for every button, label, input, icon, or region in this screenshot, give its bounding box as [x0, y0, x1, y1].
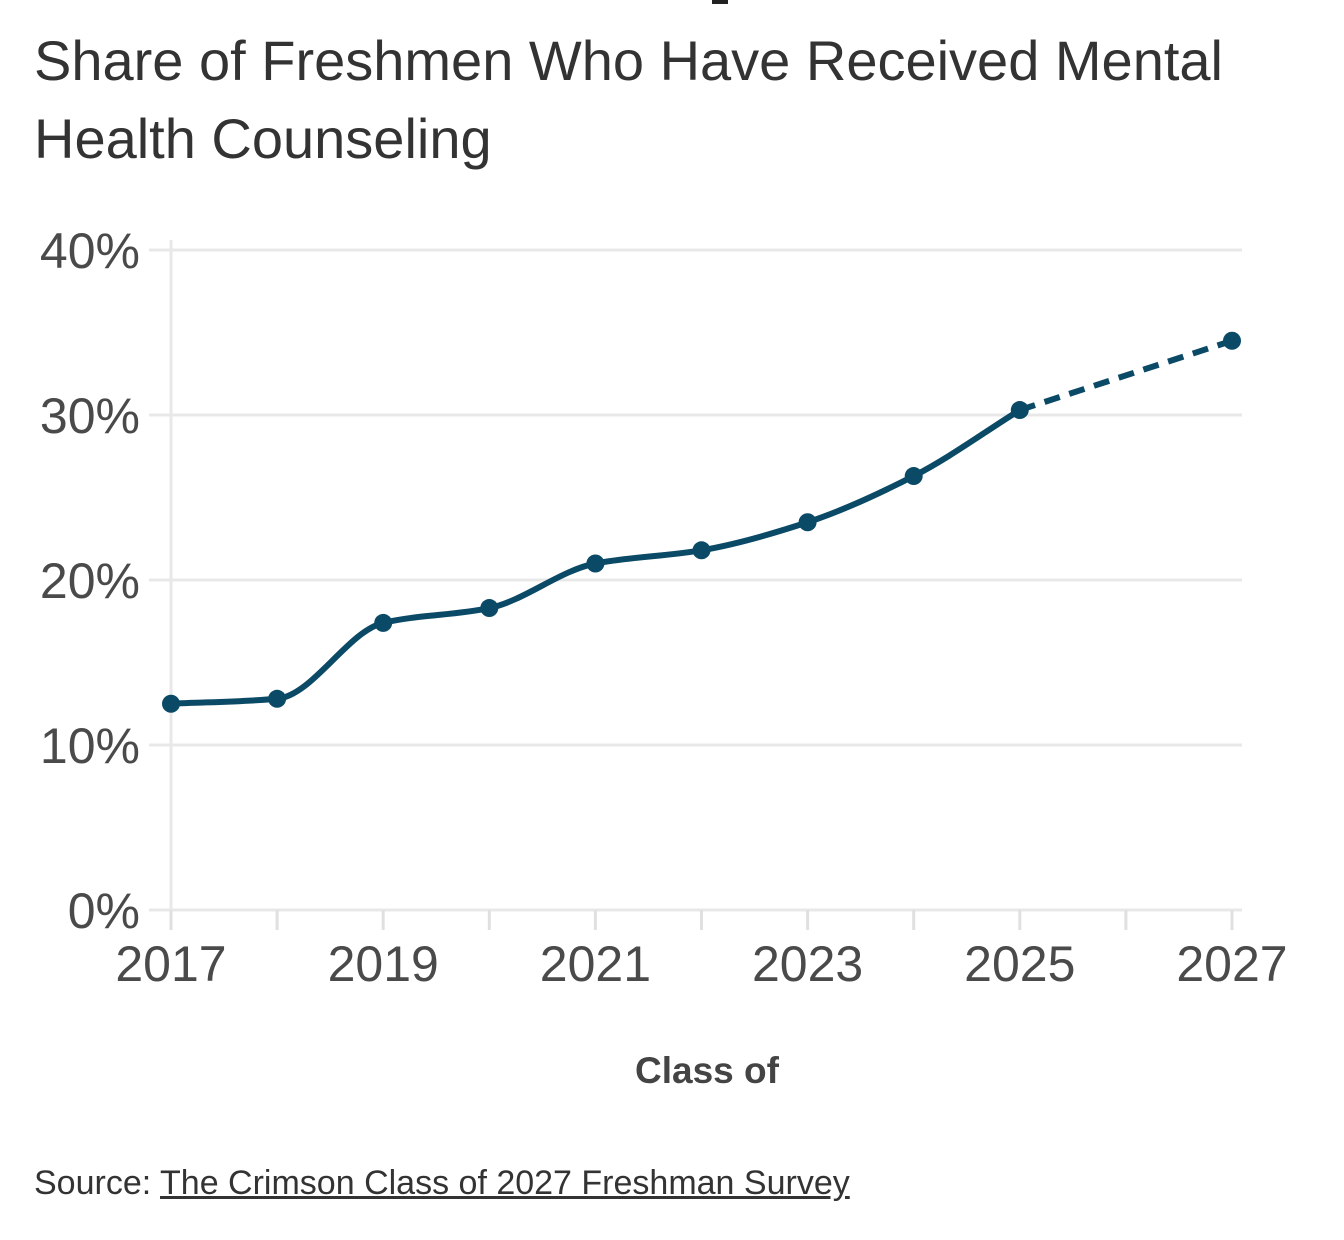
data-point	[374, 613, 393, 632]
y-axis: 0% 10% 20% 30% 40%	[40, 223, 173, 939]
data-point	[798, 513, 817, 532]
y-tick-label: 0%	[68, 883, 140, 939]
data-point	[692, 541, 711, 560]
y-tick-label: 20%	[40, 553, 140, 609]
x-tick-label: 2025	[964, 936, 1075, 992]
data-point	[268, 689, 287, 708]
x-tick-label: 2019	[328, 936, 439, 992]
title-fragment	[712, 0, 728, 4]
x-axis: 2017 2019 2021 2023 2025 2027	[115, 910, 1288, 992]
data-point	[1010, 401, 1029, 420]
y-tick-label: 30%	[40, 388, 140, 444]
x-tick-label: 2017	[115, 936, 226, 992]
x-tick-label: 2027	[1176, 936, 1287, 992]
data-point	[162, 694, 180, 713]
gridlines	[149, 248, 1242, 912]
series-lines	[168, 337, 1233, 707]
series-line-dashed	[1018, 337, 1233, 413]
y-tick-label: 40%	[40, 223, 140, 279]
data-point	[904, 467, 923, 486]
line-chart: 0%10%20%30%40% 2017 2019 2021 2023 2025 2027 …	[40, 223, 1288, 1091]
source-link[interactable]: The Crimson Class of 2027 Freshman Surve…	[160, 1164, 850, 1202]
x-tick-label: 2021	[540, 936, 651, 992]
data-point	[1223, 331, 1241, 350]
source-note: Source: The Crimson Class of 2027 Freshm…	[34, 1164, 850, 1203]
data-points	[162, 331, 1241, 713]
y-tick-label: 10%	[40, 718, 140, 774]
data-point	[480, 599, 499, 618]
chart-subtitle: Share of Freshmen Who Have Received Ment…	[34, 29, 1223, 170]
data-point	[586, 554, 605, 573]
source-label: Source:	[34, 1164, 161, 1202]
x-axis-title: Class of	[635, 1050, 780, 1091]
x-tick-label: 2023	[752, 936, 863, 992]
